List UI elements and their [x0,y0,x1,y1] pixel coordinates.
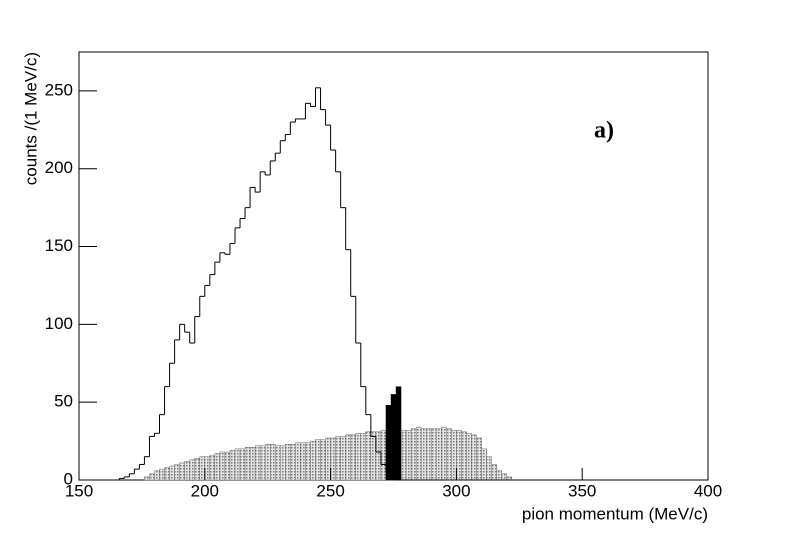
histogram-bar [290,444,296,481]
y-tick-label: 0 [64,469,73,488]
histogram-bar [315,439,321,481]
x-tick-label: 400 [694,481,722,500]
histogram-bar [144,476,150,481]
histogram-bar [224,451,231,481]
histogram-bar [360,433,367,481]
histogram-bar [244,447,251,481]
histogram-bar [295,442,301,481]
x-tick-label: 250 [316,481,344,500]
y-tick-label: 100 [45,314,73,333]
histogram-bar [486,456,492,481]
y-tick-label: 50 [54,392,73,411]
annotation: a) [594,118,614,144]
histogram-bar [229,450,236,481]
histogram-bar [390,394,397,481]
histogram-bar [385,405,392,481]
histogram-bar [441,426,447,481]
histogram-bar [410,428,417,481]
histogram-bar [300,442,306,481]
histogram-bar [285,444,291,481]
x-tick-label: 200 [191,481,219,500]
y-tick-label: 150 [45,236,73,255]
histogram-bar [164,467,170,481]
histogram-bar [159,468,165,481]
histogram-bar [461,431,467,481]
x-tick-label: 150 [65,481,93,500]
histogram-bar [254,445,261,481]
histogram-bar [451,429,457,481]
histogram-bar [149,473,155,481]
histogram-bar [239,448,246,481]
histogram-bar [426,428,432,481]
y-tick-label: 200 [45,158,73,177]
histogram-bar [501,473,507,481]
histogram-bar [249,447,256,481]
histogram-bar [375,431,382,481]
histogram-bar [431,428,437,481]
histogram-bar [169,465,175,481]
histogram-bar [335,436,341,481]
histogram-bar [204,456,211,481]
y-axis-title: counts /(1 MeV/c) [21,52,40,185]
histogram-bar [370,431,377,481]
histogram-bar [305,442,311,481]
histogram-bar [476,437,482,481]
histogram-bar [310,440,316,481]
histogram-bar [340,436,346,481]
histogram-bar [380,429,387,481]
histogram-bar [280,445,286,481]
histogram-bar [405,429,412,481]
histogram-bar [330,437,336,481]
histogram-bar [420,428,427,481]
histogram-bar [496,470,502,481]
histogram-bar [264,444,271,481]
histogram-bar [415,426,422,481]
histogram-bar [466,433,472,481]
histogram-bar [481,448,487,481]
histogram-bar [270,444,276,481]
histogram-bar [209,454,216,481]
histogram-bar [154,470,160,481]
x-tick-label: 350 [568,481,596,500]
x-axis-title: pion momentum (MeV/c) [522,504,708,523]
x-tick-label: 300 [442,481,470,500]
histogram-bar [456,429,462,481]
histogram-bar [219,451,226,481]
histogram-bar [179,462,185,481]
histogram-bar [491,464,497,481]
histogram-bar [194,458,200,481]
histogram-bar [214,453,221,481]
histogram-bar [355,433,361,481]
histogram-bar [471,434,477,481]
histogram-bar [174,464,180,481]
histogram-bar [234,448,241,481]
histogram-bar [199,456,206,481]
histogram-bar [325,437,331,481]
histogram-bar [184,461,190,481]
histogram-bar [365,431,372,481]
histogram-bar [350,434,356,481]
histogram-bar [259,445,266,481]
y-tick-label: 250 [45,80,73,99]
histogram-bar [275,445,281,481]
histogram-bar [345,434,351,481]
histogram-bar [395,386,402,481]
histogram-bar [436,428,442,481]
histogram-bar [320,439,326,481]
histogram-bar [189,459,195,481]
histogram-bar [446,428,452,481]
histogram-bar [400,429,407,481]
